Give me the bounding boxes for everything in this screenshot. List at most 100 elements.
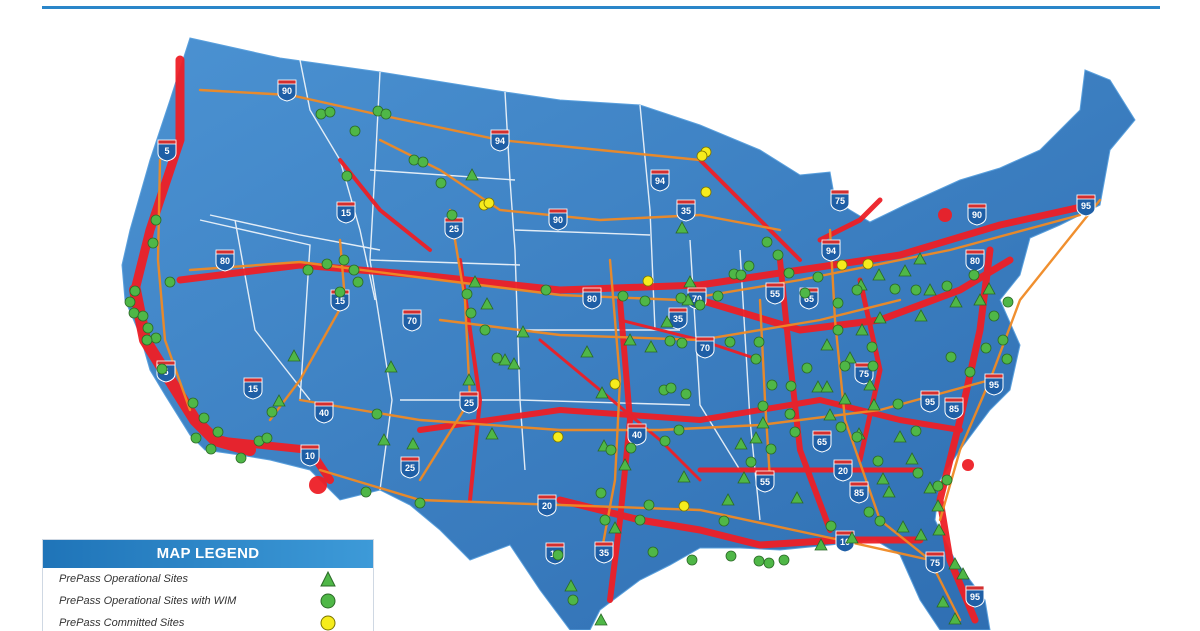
wim-site-marker [321, 258, 333, 270]
operational-site-marker [896, 520, 910, 533]
wim-site-marker [540, 284, 552, 296]
wim-site-marker [724, 336, 736, 348]
interstate-shield-25: 25 [444, 217, 464, 240]
wim-site-marker [124, 296, 136, 308]
wim-site-marker [988, 310, 1000, 322]
wim-site-marker [812, 271, 824, 283]
operational-site-marker [838, 392, 852, 405]
interstate-shield-80: 80 [582, 287, 602, 310]
operational-site-marker [675, 221, 689, 234]
operational-site-marker [873, 311, 887, 324]
interstate-shield-85: 85 [849, 481, 869, 504]
wim-site-marker [261, 432, 273, 444]
wim-site-marker [725, 550, 737, 562]
interstate-shields: 90 5 94 15 94 25 90 35 95 75 90 80 80 94 55 65 80 70 15 70 5… [156, 79, 1096, 608]
interstate-number: 55 [770, 289, 780, 299]
map-legend: MAP LEGEND PrePass Operational Sites Pre… [42, 539, 374, 631]
operational-site-marker [507, 357, 521, 370]
committed-site-marker [678, 500, 690, 512]
wim-site-marker [414, 497, 426, 509]
interstate-shield-95: 95 [965, 585, 985, 608]
operational-site-marker [876, 472, 890, 485]
operational-site-marker [811, 380, 825, 393]
wim-site-marker [479, 324, 491, 336]
operational-site-marker [936, 595, 950, 608]
interstate-shield-20: 20 [833, 459, 853, 482]
wim-site-marker [718, 515, 730, 527]
wim-site-marker [851, 284, 863, 296]
interstate-number: 40 [319, 408, 329, 418]
interstate-number: 15 [248, 384, 258, 394]
interstate-number: 55 [760, 477, 770, 487]
wim-site-marker [617, 290, 629, 302]
interstate-number: 15 [341, 208, 351, 218]
wim-site-marker [446, 209, 458, 221]
wim-site-marker [941, 474, 953, 486]
interstate-shield-90: 90 [277, 79, 297, 102]
operational-site-marker [595, 386, 609, 399]
wim-site-marker [129, 285, 141, 297]
interstate-number: 35 [681, 206, 691, 216]
wim-site-marker [784, 408, 796, 420]
wim-site-marker [156, 363, 168, 375]
interstate-number: 90 [972, 210, 982, 220]
operational-site-marker [914, 528, 928, 541]
wim-site-marker [164, 276, 176, 288]
interstate-number: 95 [989, 380, 999, 390]
wim-site-marker [643, 499, 655, 511]
operational-site-marker [949, 295, 963, 308]
operational-site-marker [623, 333, 637, 346]
wim-site-marker [686, 554, 698, 566]
interstate-shield-90: 90 [548, 208, 568, 231]
operational-site-marker [287, 349, 301, 362]
wim-site-marker [825, 520, 837, 532]
wim-site-marker [783, 267, 795, 279]
wim-site-marker [235, 452, 247, 464]
interstate-number: 25 [464, 398, 474, 408]
interstate-number: 10 [305, 451, 315, 461]
interstate-shield-15: 15 [243, 377, 263, 400]
interstate-number: 70 [692, 294, 702, 304]
wim-site-marker [150, 214, 162, 226]
wim-site-marker [753, 555, 765, 567]
wim-site-marker [634, 514, 646, 526]
wim-site-marker [997, 334, 1009, 346]
wim-site-marker [380, 108, 392, 120]
operational-site-marker [644, 340, 658, 353]
committed-site-marker [609, 378, 621, 390]
wim-site-marker [128, 307, 140, 319]
wim-site-marker [371, 408, 383, 420]
wim-site-marker [324, 106, 336, 118]
operational-site-marker [677, 470, 691, 483]
interstate-number: 35 [673, 314, 683, 324]
operational-site-marker [820, 338, 834, 351]
interstate-number: 65 [817, 437, 827, 447]
interstate-shield-35: 35 [594, 541, 614, 564]
wim-site-marker [867, 360, 879, 372]
operational-site-marker [790, 491, 804, 504]
operational-site-marker [272, 394, 286, 407]
wim-site-marker [567, 594, 579, 606]
operational-site-marker [823, 408, 837, 421]
interstate-number: 75 [835, 196, 845, 206]
interstate-shield-35: 35 [676, 199, 696, 222]
yellow-circle-icon [320, 615, 336, 631]
legend-title: MAP LEGEND [43, 540, 373, 568]
triangle-icon [320, 571, 336, 587]
interstate-shield-25: 25 [400, 456, 420, 479]
wim-site-marker [941, 280, 953, 292]
interstate-number: 94 [495, 136, 505, 146]
wim-site-marker [348, 264, 360, 276]
operational-site-marker [893, 430, 907, 443]
wim-site-marker [187, 397, 199, 409]
wim-site-marker [694, 299, 706, 311]
wim-site-marker [408, 154, 420, 166]
interstate-number: 85 [949, 404, 959, 414]
wim-site-marker [832, 297, 844, 309]
wim-site-marker [147, 237, 159, 249]
interstate-number: 20 [838, 466, 848, 476]
wim-site-marker [349, 125, 361, 137]
wim-site-marker [341, 170, 353, 182]
wim-site-marker [352, 276, 364, 288]
legend-item-operational: PrePass Operational Sites [43, 568, 373, 590]
